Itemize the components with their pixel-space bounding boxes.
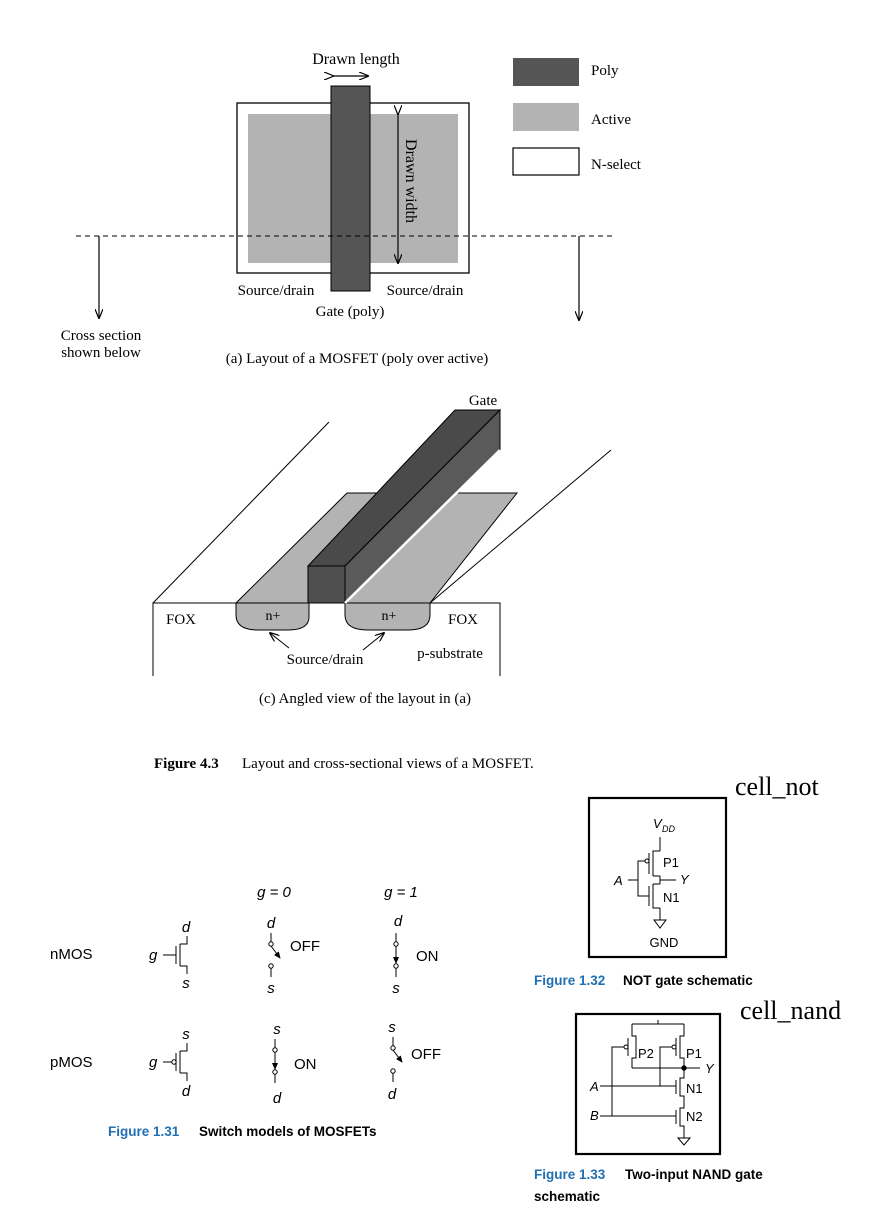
figure-4-3-number: Figure 4.3 bbox=[154, 756, 219, 772]
gate-label: Gate bbox=[469, 393, 498, 409]
nand-n1-label: N1 bbox=[686, 1081, 703, 1096]
off-switch-s-label: s bbox=[267, 980, 275, 997]
n-plus-left-label: n+ bbox=[266, 609, 281, 624]
figure-1-31-number: Figure 1.31 bbox=[108, 1124, 180, 1139]
nand-gate-schematic: P2 P1 N1 N2 A B Y cell_nand Figure 1.33 … bbox=[534, 996, 841, 1204]
on-switch-d-label: d bbox=[394, 913, 403, 930]
drawn-width-label: Drawn width bbox=[402, 139, 419, 223]
cell-nand-label: cell_nand bbox=[740, 996, 841, 1025]
substrate-outline bbox=[152, 602, 236, 676]
nmos-off-label: OFF bbox=[290, 938, 320, 955]
nand-a-label: A bbox=[589, 1079, 599, 1094]
pmos-off-s-label: s bbox=[388, 1019, 396, 1036]
nand-b-label: B bbox=[590, 1108, 599, 1123]
pmos-on-s-label: s bbox=[273, 1021, 281, 1038]
mosfet-layout-diagram: Drawn length Drawn width Source/drain So… bbox=[61, 51, 612, 367]
not-gate-box bbox=[587, 796, 728, 959]
col-g0-label: g = 0 bbox=[257, 884, 291, 901]
vdd-label: V bbox=[653, 816, 663, 831]
legend-swatch-n-select bbox=[512, 147, 580, 176]
nand-n2-label: N2 bbox=[686, 1109, 703, 1124]
angled-caption: (c) Angled view of the layout in (a) bbox=[259, 691, 471, 707]
figure-1-33-number: Figure 1.33 bbox=[534, 1167, 606, 1182]
figure-1-31-caption: Figure 1.31 Switch models of MOSFETs bbox=[108, 1124, 377, 1139]
on-switch-s-label: s bbox=[392, 980, 400, 997]
switch-models-labels: g = 0 g = 1 nMOS pMOS g g d s s d d s d … bbox=[50, 884, 441, 1107]
layer-legend: Poly Active N-select bbox=[512, 58, 642, 176]
legend-swatch-poly bbox=[513, 58, 579, 86]
poly-gate bbox=[330, 85, 371, 292]
pmos-off-label: OFF bbox=[411, 1046, 441, 1063]
pmos-off-d-label: d bbox=[388, 1086, 397, 1103]
nmos-on-label: ON bbox=[416, 948, 439, 965]
nmos-g-label: g bbox=[149, 947, 158, 964]
nmos-s-label: s bbox=[182, 975, 190, 992]
not-a-label: A bbox=[613, 873, 623, 888]
pmos-label: pMOS bbox=[50, 1054, 93, 1071]
pmos-g-label: g bbox=[149, 1054, 158, 1071]
p-substrate-label: p-substrate bbox=[417, 646, 483, 662]
vdd-subscript: DD bbox=[662, 824, 675, 834]
figure-4-3-text: Layout and cross-sectional views of a MO… bbox=[242, 756, 534, 772]
not-p1-label: P1 bbox=[663, 855, 679, 870]
legend-swatch-active bbox=[513, 103, 579, 131]
pmos-s-label: s bbox=[182, 1026, 190, 1043]
n-plus-right-label: n+ bbox=[382, 609, 397, 624]
mosfet-angled-view: Gate FOX FOX n+ n+ Source/drain p-substr… bbox=[152, 393, 612, 707]
nand-p2-label: P2 bbox=[638, 1046, 654, 1061]
figure-1-33-text-line2: schematic bbox=[534, 1189, 601, 1204]
cell-not-label: cell_not bbox=[735, 772, 820, 801]
figure-1-32-number: Figure 1.32 bbox=[534, 973, 605, 988]
pmos-d-label: d bbox=[182, 1083, 191, 1100]
nand-y-label: Y bbox=[705, 1061, 715, 1076]
nand-p1-label: P1 bbox=[686, 1046, 702, 1061]
gate-poly-label: Gate (poly) bbox=[316, 304, 385, 320]
source-drain-right-label: Source/drain bbox=[387, 283, 464, 299]
figure-4-3-caption: Figure 4.3 Layout and cross-sectional vi… bbox=[154, 756, 534, 772]
not-n1-label: N1 bbox=[663, 890, 680, 905]
nmos-d-label: d bbox=[182, 919, 191, 936]
n-plus-left-diffusion bbox=[235, 602, 310, 631]
cross-section-label-1: Cross section bbox=[61, 328, 142, 344]
n-plus-right-diffusion bbox=[344, 602, 431, 631]
legend-label-n-select: N-select bbox=[591, 157, 642, 173]
off-switch-d-label: d bbox=[267, 915, 276, 932]
not-gate-schematic: V DD P1 N1 A Y GND cell_not Figure 1.32 … bbox=[534, 772, 820, 988]
fox-right-label: FOX bbox=[448, 612, 478, 628]
col-g1-label: g = 1 bbox=[384, 884, 418, 901]
gnd-label: GND bbox=[650, 935, 679, 950]
switch-models-diagram bbox=[163, 933, 403, 1083]
figure-1-32-text: NOT gate schematic bbox=[623, 973, 753, 988]
figure-1-33-text-line1: Two-input NAND gate bbox=[625, 1167, 763, 1182]
layout-caption: (a) Layout of a MOSFET (poly over active… bbox=[226, 351, 489, 367]
not-y-label: Y bbox=[680, 872, 690, 887]
cross-section-label-2: shown below bbox=[61, 345, 141, 361]
nand-gate-box bbox=[574, 1012, 722, 1156]
source-drain-left-label: Source/drain bbox=[238, 283, 315, 299]
gate-bar-front bbox=[307, 565, 346, 604]
legend-label-poly: Poly bbox=[591, 63, 619, 79]
figure-1-31-text: Switch models of MOSFETs bbox=[199, 1124, 377, 1139]
drawn-length-label: Drawn length bbox=[312, 51, 400, 68]
pmos-on-label: ON bbox=[294, 1056, 317, 1073]
fox-left-label: FOX bbox=[166, 612, 196, 628]
legend-label-active: Active bbox=[591, 112, 631, 128]
pmos-on-d-label: d bbox=[273, 1090, 282, 1107]
source-drain-label: Source/drain bbox=[287, 652, 364, 668]
nmos-label: nMOS bbox=[50, 946, 93, 963]
